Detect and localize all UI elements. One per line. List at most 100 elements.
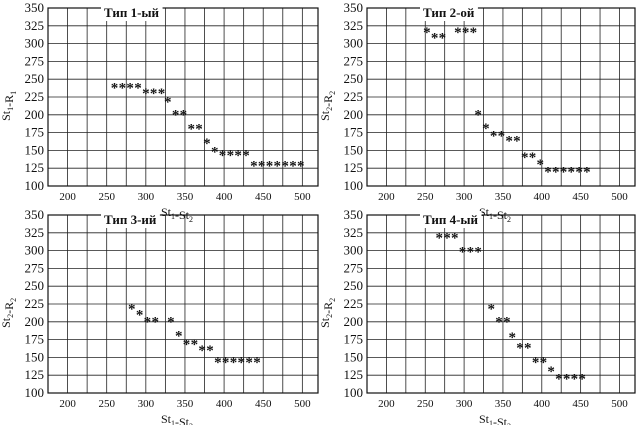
- x-axis-label: St1-St2: [161, 412, 193, 425]
- y-tick-label: 350: [344, 0, 364, 15]
- y-tick-label: 275: [25, 260, 45, 275]
- data-point: *: [470, 25, 478, 41]
- x-tick-label: 250: [98, 191, 115, 203]
- plot-frame: [366, 7, 636, 187]
- y-axis-label: St2-R2: [318, 298, 337, 328]
- data-point: *: [187, 122, 195, 138]
- data-point: *: [222, 355, 230, 371]
- y-tick-label: 150: [344, 349, 364, 364]
- y-tick-label: 250: [25, 278, 45, 293]
- data-point: *: [126, 80, 134, 96]
- x-tick-label: 300: [456, 191, 473, 203]
- data-point: *: [195, 122, 203, 138]
- y-tick-label: 125: [344, 160, 364, 175]
- x-tick-label: 450: [255, 191, 272, 203]
- y-axis-label: St2-R2: [0, 298, 18, 328]
- data-point: *: [563, 371, 571, 387]
- data-point: *: [544, 164, 552, 180]
- x-tick-label: 450: [255, 398, 272, 410]
- data-point: *: [191, 337, 199, 353]
- chart-title: Тип 3-ий: [104, 212, 157, 227]
- data-point: *: [536, 157, 544, 173]
- data-point: *: [151, 314, 159, 330]
- data-point: *: [230, 355, 238, 371]
- y-tick-label: 100: [25, 178, 45, 193]
- x-axis-label: St1-St2: [479, 412, 511, 425]
- data-point: *: [571, 371, 579, 387]
- y-tick-label: 250: [344, 71, 364, 86]
- x-tick-label: 300: [138, 398, 155, 410]
- x-tick-label: 200: [378, 191, 395, 203]
- panel-1: 350 325 300 275 250 225 200 175 150 125 100 200 250 3…: [0, 0, 319, 224]
- chart-title: Тип 2-ой: [423, 5, 475, 20]
- x-tick-label: 450: [572, 398, 589, 410]
- data-point: *: [158, 86, 166, 102]
- x-tick-label: 500: [294, 398, 311, 410]
- x-tick-label: 400: [216, 398, 233, 410]
- data-point: *: [266, 159, 274, 175]
- y-tick-label: 300: [25, 243, 45, 258]
- data-point: *: [474, 245, 482, 261]
- data-point: *: [180, 107, 188, 123]
- data-point: *: [575, 164, 583, 180]
- data-point: *: [128, 302, 136, 318]
- y-tick-label: 350: [344, 207, 364, 222]
- x-tick-label: 300: [456, 398, 473, 410]
- data-point: *: [136, 307, 144, 323]
- data-point: *: [253, 355, 261, 371]
- y-tick-label: 350: [25, 0, 45, 15]
- chart-title: Тип 4-ый: [423, 212, 479, 227]
- y-tick-label: 300: [25, 36, 45, 51]
- y-tick-label: 200: [344, 107, 364, 122]
- y-tick-label: 275: [25, 53, 45, 68]
- data-point: *: [164, 95, 172, 111]
- y-tick-label: 250: [344, 278, 364, 293]
- x-tick-label: 500: [611, 191, 628, 203]
- data-point: *: [242, 148, 250, 164]
- data-point: *: [503, 314, 511, 330]
- data-point: *: [482, 121, 490, 137]
- x-tick-label: 250: [417, 398, 434, 410]
- data-point: *: [258, 159, 266, 175]
- x-tick-label: 200: [378, 398, 395, 410]
- panel-3: 350 325 300 275 250 225 200 175 150 125 100 200 250 3…: [0, 207, 319, 430]
- y-tick-label: 150: [344, 142, 364, 157]
- data-point: *: [560, 164, 568, 180]
- data-point: *: [568, 164, 576, 180]
- data-point: *: [529, 150, 537, 166]
- data-point: *: [167, 314, 175, 330]
- data-point: *: [172, 107, 180, 123]
- data-point: *: [439, 30, 447, 46]
- x-tick-label: 200: [59, 191, 76, 203]
- y-tick-label: 325: [25, 225, 45, 240]
- y-tick-label: 175: [344, 125, 364, 140]
- x-tick-label: 350: [495, 398, 512, 410]
- x-tick-label: 400: [216, 191, 233, 203]
- y-tick-label: 100: [344, 385, 364, 400]
- y-tick-label: 225: [25, 296, 45, 311]
- data-point: *: [555, 371, 563, 387]
- panel-4: 350 325 300 275 250 225 200 175 150 125 100 200 250 3…: [318, 207, 636, 430]
- data-point: *: [297, 159, 305, 175]
- y-axis-label: St1-R1: [0, 91, 18, 121]
- x-tick-label: 500: [611, 398, 628, 410]
- x-tick-label: 300: [138, 191, 155, 203]
- data-point: *: [521, 150, 529, 166]
- x-tick-label: 350: [177, 398, 194, 410]
- x-tick-label: 400: [534, 191, 551, 203]
- title-backing: [420, 211, 482, 228]
- data-point: *: [219, 148, 227, 164]
- y-tick-label: 325: [25, 18, 45, 33]
- data-point: *: [435, 230, 443, 246]
- data-point: *: [454, 25, 462, 41]
- data-point: *: [281, 159, 289, 175]
- data-point: *: [198, 343, 206, 359]
- data-point: *: [498, 129, 506, 145]
- y-tick-label: 225: [344, 296, 364, 311]
- y-axis-label: St2-R2: [318, 91, 337, 121]
- data-point: *: [175, 329, 183, 345]
- data-point: *: [516, 341, 524, 357]
- title-backing: [101, 4, 163, 21]
- x-tick-label: 200: [59, 398, 76, 410]
